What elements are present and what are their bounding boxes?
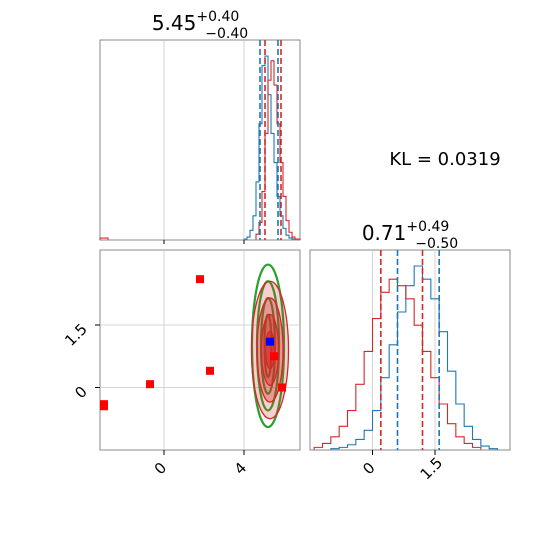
y-tick-label: 1.5 [61,320,91,350]
red-point [100,402,108,411]
contour-level [264,330,276,370]
y-ticks: 01.5 [61,320,100,402]
y-tick-label: 0 [71,383,90,402]
x-tick-label: 0 [359,459,378,478]
panel-marginal-x: 5.45+0.40 −0.40 [99,9,301,244]
grid [163,40,245,240]
x-tick-label: 4 [231,459,250,478]
kl-label: KL = 0.0319 [389,149,500,170]
red-point [270,352,278,361]
title-y-minus: −0.50 [415,236,458,252]
red-point [146,380,154,389]
quantile-lines [380,250,440,450]
x-tick-label: 0 [151,459,170,478]
quantile-lines [259,40,282,240]
title-x-minus: −0.40 [205,26,248,42]
panel-marginal-y: 0 1.5 0.71+0.49 −0.50 [309,219,511,483]
blue-point [266,337,274,346]
x-ticks: 0 1.5 [359,450,446,483]
histogram-series [243,55,296,240]
title-y-value: 0.71 [362,221,407,245]
red-point [206,366,214,375]
title-x-param: 5.45+0.40 −0.40 [152,9,248,42]
histogram-series [99,60,301,241]
title-x-plus: +0.40 [196,9,239,25]
histograms [99,55,301,244]
panel-frame [309,249,511,451]
red-point [196,275,204,284]
histogram-series [330,265,499,450]
title-y-plus: +0.49 [406,219,449,235]
title-y-param: 0.71+0.49 −0.50 [362,219,458,252]
grid [100,250,300,450]
title-x-value: 5.45 [152,11,197,35]
panel-frame [99,39,301,241]
red-point [278,383,286,392]
points [100,275,286,411]
x-tick-label: 1.5 [417,454,447,484]
